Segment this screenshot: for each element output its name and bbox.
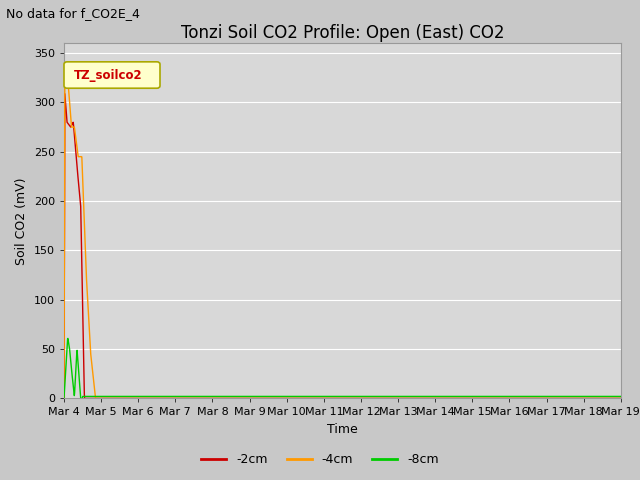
Text: No data for f_CO2E_4: No data for f_CO2E_4 [6, 7, 140, 20]
X-axis label: Time: Time [327, 423, 358, 436]
Text: TZ_soilco2: TZ_soilco2 [74, 69, 143, 82]
Legend: -2cm, -4cm, -8cm: -2cm, -4cm, -8cm [196, 448, 444, 471]
Title: Tonzi Soil CO2 Profile: Open (East) CO2: Tonzi Soil CO2 Profile: Open (East) CO2 [180, 24, 504, 42]
Y-axis label: Soil CO2 (mV): Soil CO2 (mV) [15, 177, 28, 264]
